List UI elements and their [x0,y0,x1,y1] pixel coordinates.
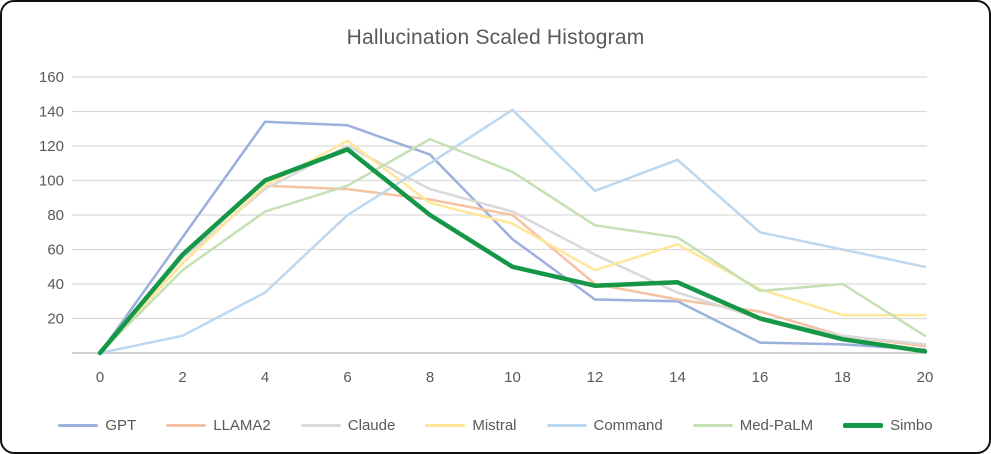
chart-title: Hallucination Scaled Histogram [346,26,645,49]
series-line-gpt [98,120,927,355]
x-tick-label-16: 16 [752,369,769,386]
y-tick-label-60: 60 [47,242,64,259]
x-tick-label-10: 10 [504,369,521,386]
legend-label-gpt: GPT [105,417,137,434]
y-tick-label-160: 160 [39,69,64,86]
y-tick-label-120: 120 [39,138,64,155]
legend-item-med-palm: Med-PaLM [692,417,814,434]
legend-swatch-command [546,423,587,428]
legend: GPT LLAMA2 Claude Mistral Command Med-PaLM Sim… [2,417,989,434]
legend-label-med-palm: Med-PaLM [739,417,814,434]
legend-swatch-llama2 [166,423,207,428]
legend-swatch-claude [300,423,341,428]
x-tick-label-6: 6 [343,369,351,386]
x-tick-label-4: 4 [261,369,269,386]
legend-swatch-med-palm [692,423,733,428]
x-tick-label-0: 0 [96,369,104,386]
legend-label-mistral: Mistral [472,417,517,434]
x-tick-label-8: 8 [426,369,434,386]
y-tick-label-140: 140 [39,104,64,121]
x-tick-label-18: 18 [834,369,851,386]
legend-item-mistral: Mistral [425,417,517,434]
y-tick-label-80: 80 [47,207,64,224]
legend-label-simbo: Simbo [890,417,933,434]
legend-item-command: Command [546,417,663,434]
series-line-command [98,108,927,355]
legend-swatch-simbo [843,423,884,428]
series-line-mistral [98,139,927,355]
series-line-simbo [97,147,928,356]
x-tick-label-20: 20 [917,369,934,386]
x-tick-label-14: 14 [669,369,686,386]
legend-item-claude: Claude [300,417,396,434]
legend-label-command: Command [593,417,663,434]
x-tick-label-2: 2 [178,369,186,386]
legend-swatch-gpt [58,423,99,428]
legend-item-gpt: GPT [58,417,136,434]
legend-item-simbo: Simbo [843,417,933,434]
legend-swatch-mistral [425,423,466,428]
y-tick-label-40: 40 [47,276,64,293]
y-tick-label-100: 100 [39,173,64,190]
x-tick-label-12: 12 [587,369,604,386]
series-line-med-palm [98,137,927,355]
legend-item-llama2: LLAMA2 [166,417,271,434]
legend-label-claude: Claude [347,417,396,434]
legend-label-llama2: LLAMA2 [213,417,271,434]
y-tick-label-20: 20 [47,311,64,328]
